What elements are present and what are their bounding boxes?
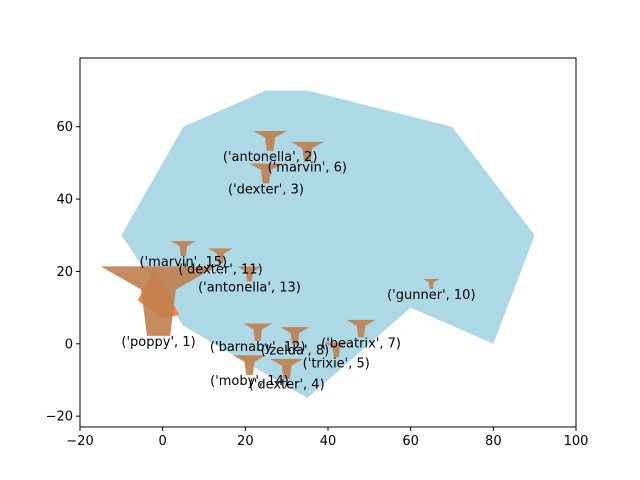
point-label-12: ('moby', 14) <box>210 374 289 389</box>
point-label-13: ('marvin', 15) <box>140 255 228 270</box>
marker-1 <box>253 130 287 151</box>
y-tick-label-0: −20 <box>46 410 73 425</box>
point-label-2: ('dexter', 3) <box>228 182 304 197</box>
point-label-7: ('zelda', 8) <box>261 344 329 359</box>
x-tick-label-0: −20 <box>66 434 93 449</box>
x-tick-label-6: 100 <box>564 434 589 449</box>
point-label-11: ('antonella', 13) <box>198 280 301 295</box>
marker-13 <box>170 241 196 257</box>
point-label-10: ('barnaby', 12) <box>210 340 306 355</box>
point-label-6: ('beatrix', 7) <box>321 336 401 351</box>
plot-area: ('poppy', 1) ('antonella', 2) ('dexter', 3… <box>79 57 577 428</box>
x-tick-label-5: 80 <box>485 434 502 449</box>
x-tick-label-2: 20 <box>237 434 254 449</box>
y-tick-label-3: 40 <box>56 193 73 208</box>
marker-5 <box>290 141 324 162</box>
x-tick-label-1: 0 <box>159 434 167 449</box>
marker-3 <box>270 358 304 379</box>
y-tick-label-1: 0 <box>65 337 73 352</box>
marker-11 <box>237 266 262 282</box>
point-label-4: ('trixie', 5) <box>303 356 370 371</box>
point-label-5: ('marvin', 6) <box>268 161 347 176</box>
marker-7 <box>280 327 310 345</box>
point-label-8: ('gunner', 10) <box>387 288 475 303</box>
marker-layer <box>100 130 440 379</box>
marker-0 <box>100 266 217 336</box>
y-tick-label-4: 60 <box>56 120 73 135</box>
point-label-1: ('antonella', 2) <box>223 150 318 165</box>
marker-12 <box>232 355 266 376</box>
marker-6 <box>346 319 376 338</box>
x-tick-label-4: 60 <box>402 434 419 449</box>
point-label-9: ('dexter', 11) <box>178 262 262 277</box>
label-layer: ('poppy', 1) ('antonella', 2) ('dexter', 3… <box>121 150 475 393</box>
marker-2 <box>249 163 283 184</box>
x-tick-label-3: 40 <box>320 434 337 449</box>
y-tick-label-2: 20 <box>56 265 73 280</box>
marker-9 <box>208 248 233 264</box>
marker-10 <box>243 323 273 341</box>
point-label-0: ('poppy', 1) <box>121 335 195 350</box>
region-polygon <box>121 90 535 399</box>
marker-4 <box>323 342 349 358</box>
point-label-3: ('dexter', 4) <box>249 378 325 393</box>
x-axis: −20 0 20 40 60 80 100 <box>66 427 588 449</box>
marker-8 <box>423 278 440 289</box>
y-axis: −20 0 20 40 60 <box>46 120 80 425</box>
